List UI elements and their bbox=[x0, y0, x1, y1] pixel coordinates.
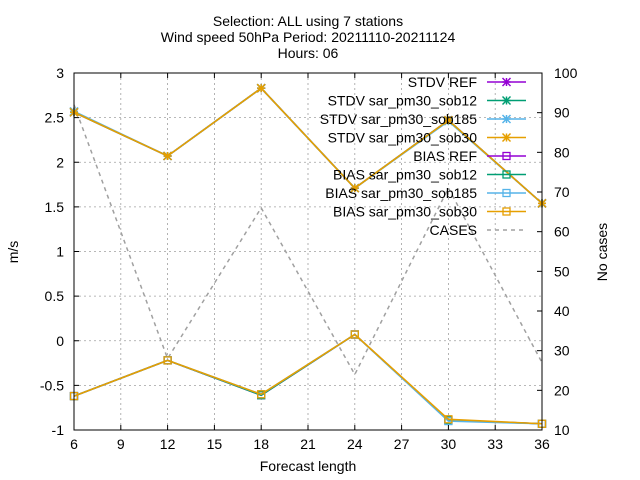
y-tick-label: -1 bbox=[52, 422, 65, 438]
y2-tick-label: 20 bbox=[554, 382, 570, 398]
legend-marker-6 bbox=[502, 188, 511, 198]
x-tick-label: 30 bbox=[441, 436, 457, 452]
y2-tick-label: 80 bbox=[554, 144, 570, 160]
legend-marker-3 bbox=[501, 132, 512, 143]
x-tick-label: 24 bbox=[347, 436, 363, 452]
x-tick-label: 9 bbox=[117, 436, 125, 452]
series-line-7 bbox=[73, 333, 543, 425]
y2-tick-label: 60 bbox=[554, 224, 570, 240]
legend-marker-0 bbox=[501, 77, 512, 87]
x-tick-label: 36 bbox=[534, 436, 550, 452]
series-3-point bbox=[443, 115, 453, 125]
x-tick-labels: 6 9 12 15 18 21 24 27 30 33 36 bbox=[70, 436, 550, 452]
series-7-point bbox=[350, 330, 359, 339]
legend-label-0: STDV REF bbox=[408, 74, 477, 90]
y2-tick-label: 90 bbox=[554, 105, 570, 121]
y-tick-label: 1.5 bbox=[45, 199, 65, 215]
y-tick-label: 2.5 bbox=[45, 110, 65, 126]
x-tick-label: 15 bbox=[207, 436, 223, 452]
series-line-3 bbox=[73, 87, 543, 204]
y2-tick-label: 50 bbox=[554, 263, 570, 279]
legend-label-8: CASES bbox=[430, 222, 477, 238]
legend-label-4: BIAS REF bbox=[413, 148, 477, 164]
series-3-point bbox=[163, 151, 173, 161]
y2-tick-label: 10 bbox=[554, 422, 570, 438]
y2-axis-title: No cases bbox=[594, 223, 610, 281]
series-7-point bbox=[444, 415, 453, 424]
y2-tick-label: 70 bbox=[554, 184, 570, 200]
legend-label-2: STDV sar_pm30_sob185 bbox=[320, 111, 477, 127]
x-tick-label: 12 bbox=[160, 436, 176, 452]
x-tick-label: 33 bbox=[487, 436, 503, 452]
legend-label-7: BIAS sar_pm30_sob30 bbox=[333, 204, 477, 220]
legend-label-1: STDV sar_pm30_sob12 bbox=[328, 93, 478, 109]
legend-marker-5 bbox=[502, 170, 511, 179]
legend-marker-1 bbox=[501, 95, 512, 106]
x-axis-title: Forecast length bbox=[260, 458, 357, 474]
y-tick-label: 3 bbox=[56, 65, 64, 81]
x-tick-label: 21 bbox=[300, 436, 316, 452]
y2-tick-label: 40 bbox=[554, 303, 570, 319]
grid bbox=[74, 73, 542, 430]
y-tick-label: 0.5 bbox=[45, 288, 65, 304]
title-line-2: Wind speed 50hPa Period: 20211110-202111… bbox=[161, 29, 456, 45]
legend-marker-7 bbox=[502, 207, 511, 216]
y-tick-label: -0.5 bbox=[40, 377, 64, 393]
chart-title: Selection: ALL using 7 stations Wind spe… bbox=[161, 13, 456, 61]
y-tick-label: 2 bbox=[56, 154, 64, 170]
series-3-point bbox=[256, 83, 266, 93]
y2-tick-label: 100 bbox=[554, 65, 578, 81]
legend-label-3: STDV sar_pm30_sob30 bbox=[328, 130, 478, 146]
x-tick-label: 6 bbox=[70, 436, 78, 452]
legend: STDV REF STDV sar_pm30_sob12 STDV sar_pm30… bbox=[320, 74, 526, 238]
y-axis-title: m/s bbox=[5, 241, 21, 264]
y-tick-label: 1 bbox=[56, 244, 64, 260]
series-3-point bbox=[350, 183, 360, 193]
y2-tick-labels: 10 20 30 40 50 60 70 80 90 100 bbox=[554, 65, 578, 438]
legend-label-6: BIAS sar_pm30_sob185 bbox=[325, 185, 477, 201]
series-7-point bbox=[163, 356, 172, 365]
legend-label-5: BIAS sar_pm30_sob12 bbox=[333, 167, 477, 183]
y2-tick-label: 30 bbox=[554, 343, 570, 359]
legend-marker-2 bbox=[501, 114, 512, 124]
x-tick-label: 27 bbox=[394, 436, 410, 452]
legend-marker-4 bbox=[502, 151, 511, 161]
title-line-1: Selection: ALL using 7 stations bbox=[213, 13, 403, 29]
cases-series-group bbox=[73, 104, 543, 377]
series-line-8 bbox=[73, 104, 543, 377]
y-tick-label: 0 bbox=[56, 333, 64, 349]
y-tick-labels: -1 -0.5 0 0.5 1 1.5 2 2.5 3 bbox=[40, 65, 64, 438]
series-7-point bbox=[257, 390, 266, 399]
axis-ticks bbox=[73, 72, 543, 431]
x-tick-label: 18 bbox=[253, 436, 269, 452]
title-line-3: Hours: 06 bbox=[278, 45, 339, 61]
